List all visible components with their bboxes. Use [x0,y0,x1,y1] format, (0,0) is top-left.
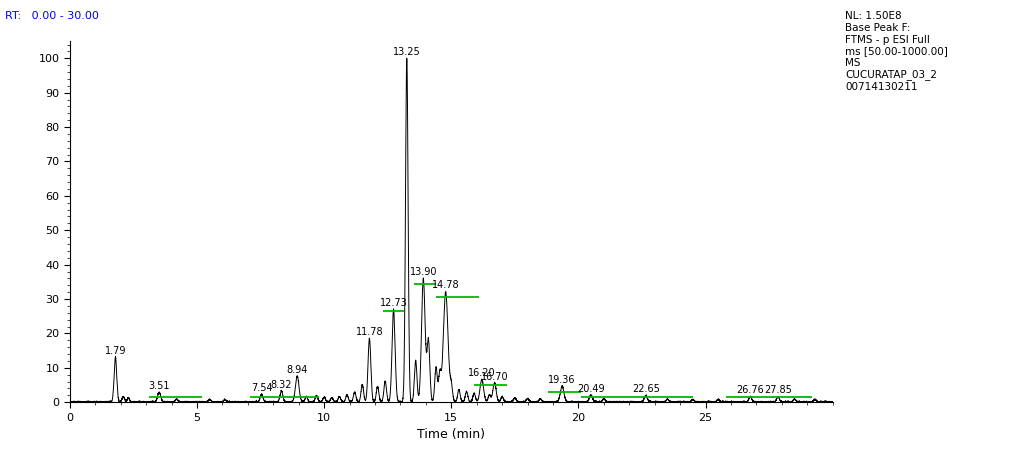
Text: 7.54: 7.54 [251,383,272,393]
Text: 20.49: 20.49 [577,383,604,393]
Text: 3.51: 3.51 [148,381,170,391]
Text: 1.79: 1.79 [105,346,126,356]
Text: 16.70: 16.70 [481,372,508,382]
Text: RT:   0.00 - 30.00: RT: 0.00 - 30.00 [5,11,99,21]
Text: 26.76: 26.76 [736,385,764,395]
Text: 27.85: 27.85 [764,385,792,395]
Text: 22.65: 22.65 [632,384,660,394]
Text: NL: 1.50E8
Base Peak F:
FTMS - p ESI Full
ms [50.00-1000.00]
MS
CUCURATAP_03_2
0: NL: 1.50E8 Base Peak F: FTMS - p ESI Ful… [845,11,948,92]
Text: 13.25: 13.25 [393,47,420,57]
Text: 14.78: 14.78 [432,281,460,290]
Text: 12.73: 12.73 [379,298,407,308]
X-axis label: Time (min): Time (min) [417,428,485,441]
Text: 16.20: 16.20 [468,368,495,378]
Text: 19.36: 19.36 [548,375,576,385]
Text: 8.94: 8.94 [287,365,308,375]
Text: 8.32: 8.32 [270,380,292,390]
Text: 13.90: 13.90 [409,266,437,276]
Text: 11.78: 11.78 [356,327,383,337]
